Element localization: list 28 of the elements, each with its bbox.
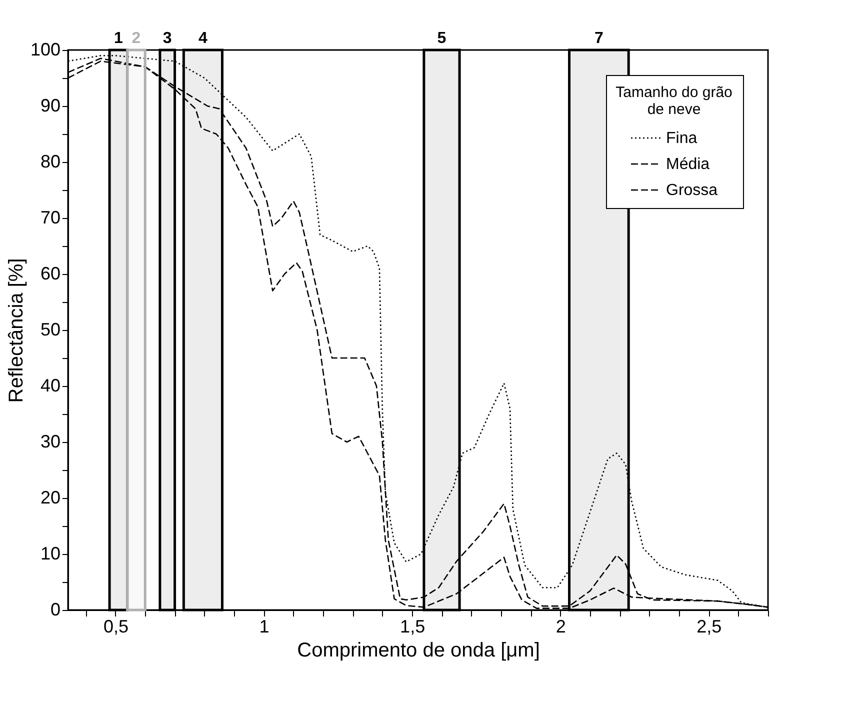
y-tick-label: 10: [40, 544, 60, 564]
legend-label: Média: [666, 156, 710, 173]
x-tick-label: 2,5: [696, 616, 722, 636]
band-label: 2: [132, 30, 141, 47]
band-label: 4: [198, 30, 208, 47]
x-tick-label: 1: [259, 616, 270, 636]
x-axis-title: Comprimento de onda [μm]: [297, 640, 540, 662]
x-tick-label: 1,5: [400, 616, 426, 636]
band-label: 1: [114, 30, 123, 47]
legend-label: Grossa: [666, 182, 718, 199]
y-tick-label: 50: [40, 320, 60, 340]
legend-label: Fina: [666, 130, 698, 147]
band-label: 3: [162, 30, 172, 47]
band-label: 7: [594, 30, 604, 47]
y-tick-label: 60: [40, 264, 60, 284]
legend-title: Tamanho do grão de neve: [616, 84, 732, 118]
y-tick-label: 80: [40, 152, 60, 172]
x-tick-label: 0,5: [103, 616, 128, 636]
band-label: 5: [437, 30, 446, 47]
y-tick-label: 30: [40, 432, 60, 452]
y-tick-label: 100: [30, 40, 60, 60]
y-tick-label: 70: [40, 208, 60, 228]
y-axis-title: Reflectância [%]: [5, 258, 28, 403]
y-tick-label: 40: [40, 376, 60, 396]
y-tick-label: 90: [40, 96, 60, 116]
y-tick-label: 0: [50, 600, 60, 620]
y-tick-label: 20: [40, 488, 60, 508]
x-tick-label: 2: [556, 616, 566, 636]
